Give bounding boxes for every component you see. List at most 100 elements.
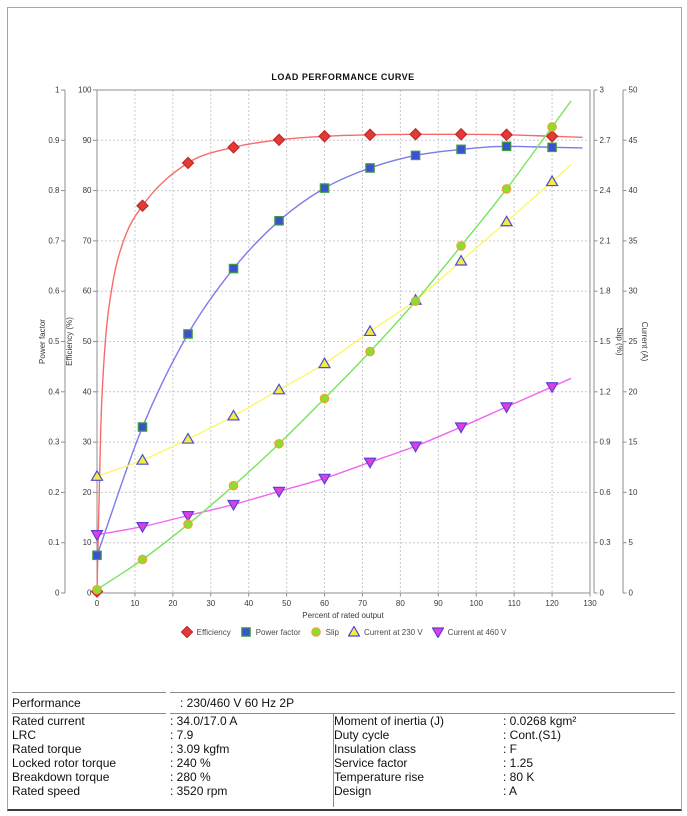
svg-text:0.5: 0.5 bbox=[48, 337, 60, 346]
spec-value: : 3520 rpm bbox=[170, 784, 228, 798]
svg-text:10: 10 bbox=[130, 599, 139, 608]
svg-text:0.3: 0.3 bbox=[600, 538, 612, 547]
report-frame: LOAD PERFORMANCE CURVE 0 0.1 0.2 0.3 0.4 0.5 0.… bbox=[7, 7, 682, 811]
legend-label: Slip bbox=[325, 627, 339, 637]
spec-value: : 0.0268 kgm² bbox=[503, 714, 577, 728]
svg-text:50: 50 bbox=[282, 599, 291, 608]
svg-text:0: 0 bbox=[629, 589, 634, 598]
spec-label: LRC bbox=[12, 728, 37, 742]
svg-text:20: 20 bbox=[629, 387, 638, 396]
spec-value: : 230/460 V 60 Hz 2P bbox=[170, 692, 676, 714]
svg-text:100: 100 bbox=[470, 599, 484, 608]
spec-label: Rated speed bbox=[12, 784, 81, 798]
spec-label: Insulation class bbox=[333, 742, 499, 756]
svg-text:0.7: 0.7 bbox=[48, 236, 60, 245]
svg-text:5: 5 bbox=[629, 538, 634, 547]
axis-title-pf: Power factor bbox=[38, 319, 47, 364]
svg-text:0.1: 0.1 bbox=[48, 538, 60, 547]
svg-text:1.2: 1.2 bbox=[600, 387, 612, 396]
svg-text:30: 30 bbox=[206, 599, 215, 608]
spec-label: Design bbox=[333, 784, 499, 807]
svg-text:0.6: 0.6 bbox=[48, 287, 60, 296]
legend-marker-triangle-up-icon bbox=[347, 626, 360, 637]
spec-label: Duty cycle bbox=[333, 728, 499, 742]
legend-label: Power factor bbox=[255, 627, 301, 637]
svg-text:0.8: 0.8 bbox=[48, 186, 60, 195]
svg-text:70: 70 bbox=[83, 236, 92, 245]
chart-gridlines bbox=[97, 90, 590, 593]
axis-title-slip: Slip (%) bbox=[615, 327, 624, 355]
load-performance-chart: LOAD PERFORMANCE CURVE 0 0.1 0.2 0.3 0.4 0.5 0.… bbox=[8, 8, 679, 620]
table-row: LRC : 7.9 Duty cycle : Cont.(S1) bbox=[12, 728, 675, 742]
svg-text:15: 15 bbox=[629, 438, 638, 447]
x-axis-title: Percent of rated output bbox=[302, 611, 384, 620]
spec-value: : 7.9 bbox=[170, 728, 194, 742]
spec-value: : 280 % bbox=[170, 770, 211, 784]
svg-text:1: 1 bbox=[55, 86, 60, 95]
spec-label: Service factor bbox=[333, 756, 499, 770]
svg-text:90: 90 bbox=[434, 599, 443, 608]
legend-item-slip: Slip bbox=[310, 626, 339, 638]
svg-text:0.9: 0.9 bbox=[48, 136, 60, 145]
spec-value: : A bbox=[503, 784, 518, 798]
legend-label: Current at 230 V bbox=[363, 627, 423, 637]
spec-label: Rated current bbox=[12, 714, 85, 728]
svg-text:60: 60 bbox=[320, 599, 329, 608]
svg-text:80: 80 bbox=[396, 599, 405, 608]
svg-text:0.3: 0.3 bbox=[48, 438, 60, 447]
spec-value: : Cont.(S1) bbox=[503, 728, 562, 742]
svg-text:0: 0 bbox=[55, 589, 60, 598]
svg-text:45: 45 bbox=[629, 136, 638, 145]
spec-value: : F bbox=[503, 742, 517, 756]
svg-text:30: 30 bbox=[629, 287, 638, 296]
chart-svg: LOAD PERFORMANCE CURVE 0 0.1 0.2 0.3 0.4 0.5 0.… bbox=[38, 72, 649, 620]
svg-text:80: 80 bbox=[83, 186, 92, 195]
svg-text:25: 25 bbox=[629, 337, 638, 346]
chart-legend: Efficiency Power factor Slip Current at 230… bbox=[8, 625, 679, 639]
svg-text:100: 100 bbox=[78, 86, 92, 95]
spec-label: Performance bbox=[12, 692, 166, 714]
spec-label: Rated torque bbox=[12, 742, 82, 756]
legend-item-current-at-460-v: Current at 460 V bbox=[431, 626, 507, 638]
series-efficiency bbox=[90, 127, 583, 598]
svg-text:35: 35 bbox=[629, 236, 638, 245]
svg-text:1.5: 1.5 bbox=[600, 337, 612, 346]
legend-marker-triangle-down-icon bbox=[431, 627, 444, 638]
axis-x: 0 10 20 30 40 50 60 70 80 90 100 110 120 130 Percent o… bbox=[95, 593, 597, 620]
svg-text:40: 40 bbox=[83, 387, 92, 396]
svg-text:130: 130 bbox=[583, 599, 597, 608]
axis-eff: 0 10 20 30 40 50 60 70 80 90 100 Efficiency (%) bbox=[65, 86, 97, 598]
svg-text:3: 3 bbox=[600, 86, 605, 95]
series-current-at-460-v bbox=[90, 377, 572, 542]
axis-slip: 0 0.3 0.6 0.9 1.2 1.5 1.8 2.1 2.4 2.7 3 Slip (%) bbox=[593, 86, 624, 598]
legend-label: Current at 460 V bbox=[447, 627, 507, 637]
spec-value: : 34.0/17.0 A bbox=[170, 714, 238, 728]
axis-title-cur: Current (A) bbox=[640, 322, 649, 362]
svg-text:10: 10 bbox=[83, 538, 92, 547]
legend-item-efficiency: Efficiency bbox=[180, 626, 231, 638]
legend-label: Efficiency bbox=[196, 627, 231, 637]
svg-text:110: 110 bbox=[508, 599, 521, 608]
specs-table: Performance : 230/460 V 60 Hz 2P Rated c… bbox=[8, 692, 679, 807]
svg-text:0.9: 0.9 bbox=[600, 438, 612, 447]
chart-title: LOAD PERFORMANCE CURVE bbox=[271, 72, 414, 82]
table-row: Rated current : 34.0/17.0 A Moment of in… bbox=[12, 714, 675, 728]
spec-label: Temperature rise bbox=[333, 770, 499, 784]
spec-value: : 240 % bbox=[170, 756, 211, 770]
svg-text:0: 0 bbox=[600, 589, 605, 598]
svg-text:1.8: 1.8 bbox=[600, 287, 612, 296]
spec-value: : 1.25 bbox=[503, 756, 534, 770]
svg-text:0.6: 0.6 bbox=[600, 488, 612, 497]
svg-text:40: 40 bbox=[629, 186, 638, 195]
svg-text:10: 10 bbox=[629, 488, 638, 497]
legend-marker-square-icon bbox=[240, 627, 251, 637]
svg-text:0.2: 0.2 bbox=[48, 488, 60, 497]
svg-text:70: 70 bbox=[358, 599, 367, 608]
series-slip bbox=[92, 100, 572, 595]
legend-marker-diamond-icon bbox=[180, 626, 193, 638]
svg-text:2.1: 2.1 bbox=[600, 236, 612, 245]
svg-text:0: 0 bbox=[95, 599, 100, 608]
axis-pf: 0 0.1 0.2 0.3 0.4 0.5 0.6 0.7 0.8 0.9 1 Power facto… bbox=[38, 86, 66, 598]
svg-text:120: 120 bbox=[545, 599, 559, 608]
